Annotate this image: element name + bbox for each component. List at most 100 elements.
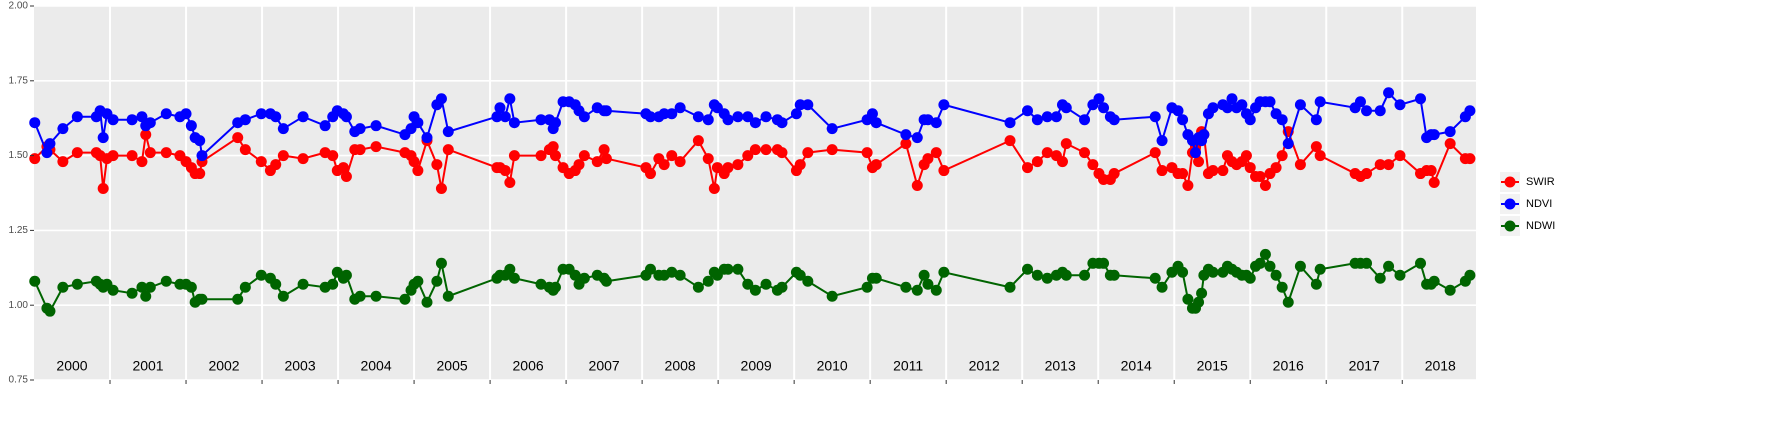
point: [674, 156, 686, 168]
point: [1425, 165, 1437, 177]
point: [674, 269, 686, 281]
x-label: 2002: [208, 358, 239, 374]
point: [1244, 114, 1256, 126]
point: [29, 153, 41, 165]
point: [1156, 281, 1168, 293]
point: [1374, 159, 1386, 171]
point: [1254, 171, 1266, 183]
point: [160, 275, 172, 287]
point: [1079, 147, 1091, 159]
point: [1361, 105, 1373, 117]
point: [491, 111, 503, 123]
point: [340, 171, 352, 183]
point: [1022, 105, 1034, 117]
point: [1022, 263, 1034, 275]
point: [1314, 263, 1326, 275]
point: [776, 117, 788, 129]
point: [1276, 281, 1288, 293]
legend-dot: [1504, 176, 1516, 188]
y-tick-label: 2.00: [9, 1, 29, 12]
point: [1383, 87, 1395, 99]
point: [107, 114, 119, 126]
point: [547, 141, 559, 153]
point: [1394, 269, 1406, 281]
point: [1282, 138, 1294, 150]
point: [1004, 281, 1016, 293]
point: [644, 168, 656, 180]
point: [508, 272, 520, 284]
point: [1156, 165, 1168, 177]
point: [1060, 269, 1072, 281]
point: [327, 150, 339, 162]
point: [412, 117, 424, 129]
point: [1207, 102, 1219, 114]
point: [1244, 162, 1256, 174]
point: [535, 278, 547, 290]
point: [399, 293, 411, 305]
point: [107, 150, 119, 162]
point: [57, 281, 69, 293]
x-label: 2012: [969, 358, 1000, 374]
point: [826, 144, 838, 156]
point: [136, 281, 148, 293]
point: [1444, 138, 1456, 150]
point: [535, 150, 547, 162]
x-label: 2016: [1273, 358, 1304, 374]
point: [1050, 111, 1062, 123]
point: [232, 293, 244, 305]
x-label: 2015: [1197, 358, 1228, 374]
point: [1226, 93, 1238, 105]
point: [435, 93, 447, 105]
point: [1464, 153, 1476, 165]
x-label: 2000: [56, 358, 87, 374]
point: [666, 108, 678, 120]
point: [29, 117, 41, 129]
point: [666, 266, 678, 278]
point: [1198, 129, 1210, 141]
point: [598, 144, 610, 156]
point: [1264, 260, 1276, 272]
point: [702, 275, 714, 287]
point: [277, 150, 289, 162]
point: [1093, 93, 1105, 105]
point: [569, 269, 581, 281]
point: [922, 114, 934, 126]
legend-dot: [1504, 220, 1516, 232]
point: [1428, 129, 1440, 141]
y-tick-label: 1.75: [9, 75, 29, 86]
point: [180, 108, 192, 120]
point: [1464, 269, 1476, 281]
point: [1415, 257, 1427, 269]
point: [826, 123, 838, 135]
point: [870, 117, 882, 129]
point: [591, 156, 603, 168]
point: [722, 263, 734, 275]
point: [1149, 111, 1161, 123]
point: [1172, 105, 1184, 117]
point: [1314, 150, 1326, 162]
point: [1207, 266, 1219, 278]
point: [270, 159, 282, 171]
point: [938, 99, 950, 111]
point: [760, 278, 772, 290]
point: [1310, 114, 1322, 126]
y-tick-label: 1.00: [9, 300, 29, 311]
point: [1031, 114, 1043, 126]
x-label: 2008: [665, 358, 696, 374]
point: [1276, 114, 1288, 126]
point: [870, 159, 882, 171]
point: [1060, 138, 1072, 150]
point: [1383, 159, 1395, 171]
point: [749, 117, 761, 129]
point: [1031, 269, 1043, 281]
point: [1361, 257, 1373, 269]
point: [1361, 168, 1373, 180]
point: [44, 305, 56, 317]
point: [107, 284, 119, 296]
point: [1264, 96, 1276, 108]
point: [194, 135, 206, 147]
point: [1310, 141, 1322, 153]
point: [918, 269, 930, 281]
